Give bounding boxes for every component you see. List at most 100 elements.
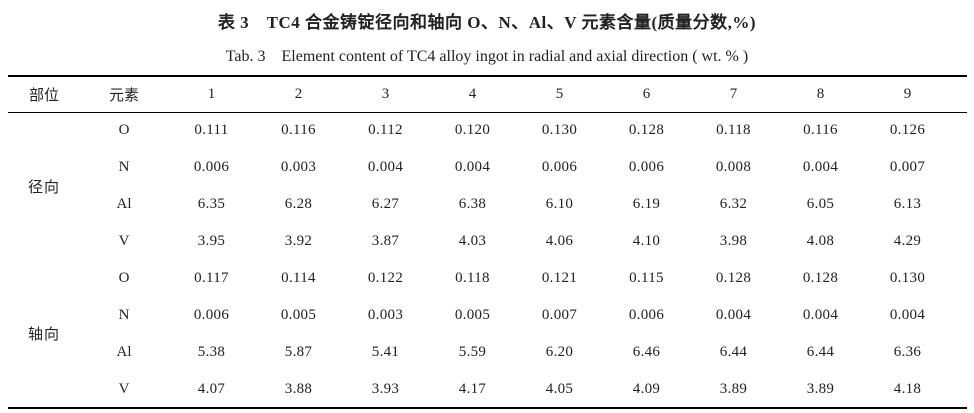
value-cell-axial-v-8: 3.89 <box>806 380 835 397</box>
value-cell-radial-o-6: 0.128 <box>628 122 665 139</box>
value-cell-axial-v-6: 4.09 <box>632 380 661 397</box>
value-cell-radial-o-4: 0.120 <box>454 122 491 139</box>
value-cell-radial-v-2: 3.92 <box>284 233 313 249</box>
value-cell-axial-o-5: 0.121 <box>541 270 578 286</box>
element-symbol: N <box>118 159 130 175</box>
value-cell-radial-n-4: 0.004 <box>454 159 491 175</box>
value-cell-axial-v-1: 4.07 <box>197 380 226 397</box>
header-sample-1: 1 <box>168 76 255 113</box>
table-row-radial-v: V 3.95 3.92 3.87 4.03 4.06 4.10 3.98 4.08 4.29 <box>8 223 967 260</box>
value-cell-axial-n-1: 0.006 <box>193 307 230 323</box>
element-symbol: O <box>118 270 130 286</box>
header-sample-3: 3 <box>342 76 429 113</box>
table-row-radial-o: 径向 O 0.111 0.116 0.112 0.120 0.130 0.128 0.118 0.… <box>8 112 967 196</box>
value-cell-axial-n-6: 0.006 <box>628 307 665 323</box>
header-sample-9: 9 <box>864 76 967 113</box>
value-cell-radial-v-4: 4.03 <box>458 233 487 249</box>
value-cell-radial-v-6: 4.10 <box>632 233 661 249</box>
header-sample-6: 6 <box>603 76 690 113</box>
value-cell-axial-v-4: 4.17 <box>458 380 487 397</box>
header-sample-5: 5 <box>516 76 603 113</box>
value-cell-axial-n-4: 0.005 <box>454 307 491 323</box>
value-cell-radial-al-7: 6.32 <box>719 196 748 212</box>
value-cell-radial-v-5: 4.06 <box>545 233 574 249</box>
element-content-table: 部位 元素 1 2 3 4 5 6 7 8 9 径向 O 0.111 0.116 0.1… <box>8 75 967 409</box>
value-cell-axial-al-1: 5.38 <box>197 344 226 360</box>
element-symbol: Al <box>116 344 132 360</box>
value-cell-radial-o-7: 0.118 <box>716 122 751 139</box>
table-row-radial-n: N 0.006 0.003 0.004 0.004 0.006 0.006 0.008 0.00… <box>8 149 967 186</box>
value-cell-axial-al-9: 6.36 <box>893 344 922 360</box>
group-label-radial: 径向 <box>27 179 60 196</box>
table-title-english: Tab. 3 Element content of TC4 alloy ingo… <box>225 48 749 65</box>
value-cell-radial-v-1: 3.95 <box>197 233 226 249</box>
value-cell-radial-al-3: 6.27 <box>371 196 400 212</box>
value-cell-radial-v-3: 3.87 <box>371 233 400 249</box>
value-cell-axial-n-2: 0.005 <box>280 307 317 323</box>
value-cell-axial-v-3: 3.93 <box>371 380 400 397</box>
value-cell-axial-al-6: 6.46 <box>632 344 661 360</box>
table-title-chinese: 表 3 TC4 合金铸锭径向和轴向 O、N、Al、V 元素含量(质量分数,%) <box>217 13 757 32</box>
value-cell-axial-o-3: 0.122 <box>367 270 404 286</box>
value-cell-radial-al-8: 6.05 <box>806 196 835 212</box>
value-cell-axial-o-1: 0.117 <box>194 270 229 286</box>
header-row: 部位 元素 1 2 3 4 5 6 7 8 9 <box>8 76 967 113</box>
header-element: 元素 <box>80 76 168 113</box>
value-cell-axial-al-7: 6.44 <box>719 344 748 360</box>
value-cell-radial-al-9: 6.13 <box>893 196 922 212</box>
value-cell-axial-n-8: 0.004 <box>802 307 839 323</box>
value-cell-axial-o-9: 0.130 <box>889 270 926 286</box>
value-cell-radial-o-8: 0.116 <box>803 122 838 139</box>
header-position: 部位 <box>8 76 80 113</box>
group-label-axial: 轴向 <box>27 327 60 343</box>
value-cell-radial-al-4: 6.38 <box>458 196 487 212</box>
value-cell-radial-n-7: 0.008 <box>715 159 752 175</box>
value-cell-radial-al-1: 6.35 <box>197 196 226 212</box>
value-cell-radial-o-1: 0.111 <box>194 122 229 139</box>
value-cell-axial-n-9: 0.004 <box>889 307 926 323</box>
header-sample-8: 8 <box>777 76 864 113</box>
table-row-radial-al: Al 6.35 6.28 6.27 6.38 6.10 6.19 6.32 6.05 6.13 <box>8 186 967 223</box>
value-cell-axial-n-5: 0.007 <box>541 307 578 323</box>
header-sample-4: 4 <box>429 76 516 113</box>
value-cell-radial-v-8: 4.08 <box>806 233 835 249</box>
value-cell-axial-o-2: 0.114 <box>281 270 316 286</box>
value-cell-radial-n-5: 0.006 <box>541 159 578 175</box>
table-row-axial-o: 轴向 O 0.117 0.114 0.122 0.118 0.121 0.115 0.128 0.… <box>8 260 967 343</box>
element-symbol: N <box>118 307 130 323</box>
table-row-axial-v: V 4.07 3.88 3.93 4.17 4.05 4.09 3.89 3.89 4.18 <box>8 371 967 408</box>
value-cell-axial-o-7: 0.128 <box>715 270 752 286</box>
header-sample-7: 7 <box>690 76 777 113</box>
value-cell-axial-n-3: 0.003 <box>367 307 404 323</box>
value-cell-axial-n-7: 0.004 <box>715 307 752 323</box>
value-cell-axial-v-2: 3.88 <box>284 380 313 397</box>
value-cell-axial-v-7: 3.89 <box>719 380 748 397</box>
value-cell-axial-v-9: 4.18 <box>893 380 922 397</box>
value-cell-radial-v-9: 4.29 <box>893 233 922 249</box>
value-cell-radial-v-7: 3.98 <box>719 233 748 249</box>
value-cell-radial-al-2: 6.28 <box>284 196 313 212</box>
header-sample-2: 2 <box>255 76 342 113</box>
value-cell-radial-o-3: 0.112 <box>368 122 403 139</box>
table-row-axial-n: N 0.006 0.005 0.003 0.005 0.007 0.006 0.004 0.00… <box>8 297 967 334</box>
value-cell-radial-n-2: 0.003 <box>280 159 317 175</box>
element-symbol: Al <box>116 196 132 212</box>
value-cell-radial-al-5: 6.10 <box>545 196 574 212</box>
element-symbol: V <box>118 233 130 249</box>
value-cell-axial-o-6: 0.115 <box>629 270 664 286</box>
value-cell-radial-o-9: 0.126 <box>889 122 926 139</box>
value-cell-axial-al-8: 6.44 <box>806 344 835 360</box>
value-cell-radial-o-2: 0.116 <box>281 122 316 139</box>
value-cell-axial-al-4: 5.59 <box>458 344 487 360</box>
value-cell-axial-v-5: 4.05 <box>545 380 574 397</box>
table-row-axial-al: Al 5.38 5.87 5.41 5.59 6.20 6.46 6.44 6.44 6.36 <box>8 334 967 371</box>
value-cell-axial-al-3: 5.41 <box>371 344 400 360</box>
value-cell-radial-n-1: 0.006 <box>193 159 230 175</box>
value-cell-axial-o-8: 0.128 <box>802 270 839 286</box>
element-symbol: O <box>118 122 130 139</box>
element-symbol: V <box>118 380 130 397</box>
value-cell-axial-al-5: 6.20 <box>545 344 574 360</box>
value-cell-axial-o-4: 0.118 <box>455 270 490 286</box>
value-cell-radial-n-8: 0.004 <box>802 159 839 175</box>
